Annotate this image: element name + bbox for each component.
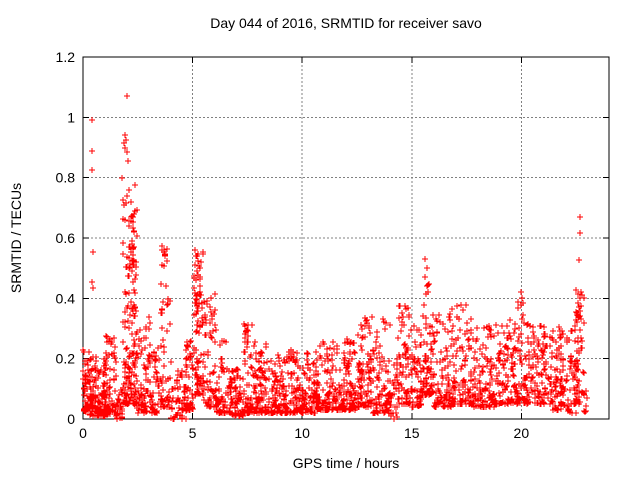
x-tick-label: 15 [404, 425, 420, 441]
y-tick-label: 1.2 [56, 49, 76, 65]
y-tick-labels: 0 0.2 0.4 0.6 0.8 1 1.2 [56, 49, 76, 427]
x-tick-label: 5 [189, 425, 197, 441]
x-tick-label: 20 [514, 425, 530, 441]
y-tick-label: 1 [67, 109, 75, 125]
x-tick-label: 10 [294, 425, 310, 441]
y-tick-label: 0.6 [56, 230, 76, 246]
y-tick-label: 0 [67, 411, 75, 427]
x-axis-label: GPS time / hours [293, 455, 400, 471]
data-points [80, 93, 590, 422]
x-tick-labels: 0 5 10 15 20 [79, 425, 529, 441]
x-tick-label: 0 [79, 425, 87, 441]
chart-title: Day 044 of 2016, SRMTID for receiver sav… [210, 15, 482, 31]
y-tick-label: 0.8 [56, 170, 76, 186]
y-axis-label: SRMTID / TECUs [8, 183, 24, 293]
y-tick-label: 0.2 [56, 351, 76, 367]
y-tick-label: 0.4 [56, 290, 76, 306]
